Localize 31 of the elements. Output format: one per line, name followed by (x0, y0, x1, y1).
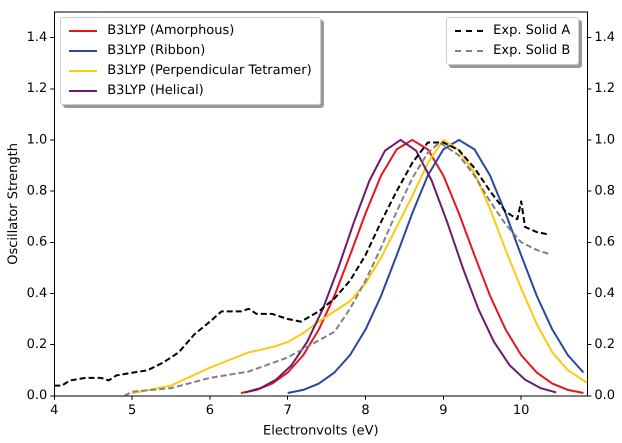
y-tick-label: 0.0 (26, 388, 48, 404)
y2-tick-label: 0.4 (594, 286, 616, 301)
legend-label: B3LYP (Ribbon) (107, 42, 206, 60)
y2-tick-label: 0.2 (594, 337, 616, 352)
y2-tick-label: 0.8 (594, 183, 616, 198)
y2-tick-label: 0.0 (594, 388, 616, 404)
legend-label: B3LYP (Helical) (107, 82, 204, 100)
y-tick-label: 0.2 (26, 337, 48, 352)
y-tick-label: 0.4 (26, 286, 48, 301)
y-tick-label: 1.0 (26, 132, 48, 148)
y-tick-label: 0.6 (26, 234, 48, 250)
x-tick-label: 5 (128, 402, 136, 418)
y2-tick-label: 1.4 (594, 30, 616, 45)
x-tick-label: 9 (439, 402, 448, 418)
x-tick-label: 7 (284, 402, 292, 418)
y2-tick-label: 1.0 (594, 132, 616, 148)
y-axis-title: Oscillator Strength (6, 143, 22, 265)
y-tick-label: 1.2 (26, 81, 48, 96)
y-tick-label: 1.4 (26, 30, 48, 45)
legend-label: Exp. Solid A (493, 22, 570, 40)
legend-label: B3LYP (Amorphous) (107, 22, 234, 40)
x-tick-label: 4 (50, 402, 58, 418)
y2-tick-label: 0.6 (594, 234, 616, 250)
x-axis-title: Electronvolts (eV) (262, 424, 379, 439)
y2-tick-label: 1.2 (594, 81, 616, 96)
legend-label: Exp. Solid B (493, 42, 570, 60)
x-tick-label: 8 (361, 402, 370, 418)
x-tick-label: 10 (512, 402, 530, 418)
legend-label: B3LYP (Perpendicular Tetramer) (107, 62, 312, 80)
y-tick-label: 0.8 (26, 183, 48, 198)
x-tick-label: 6 (206, 402, 214, 418)
